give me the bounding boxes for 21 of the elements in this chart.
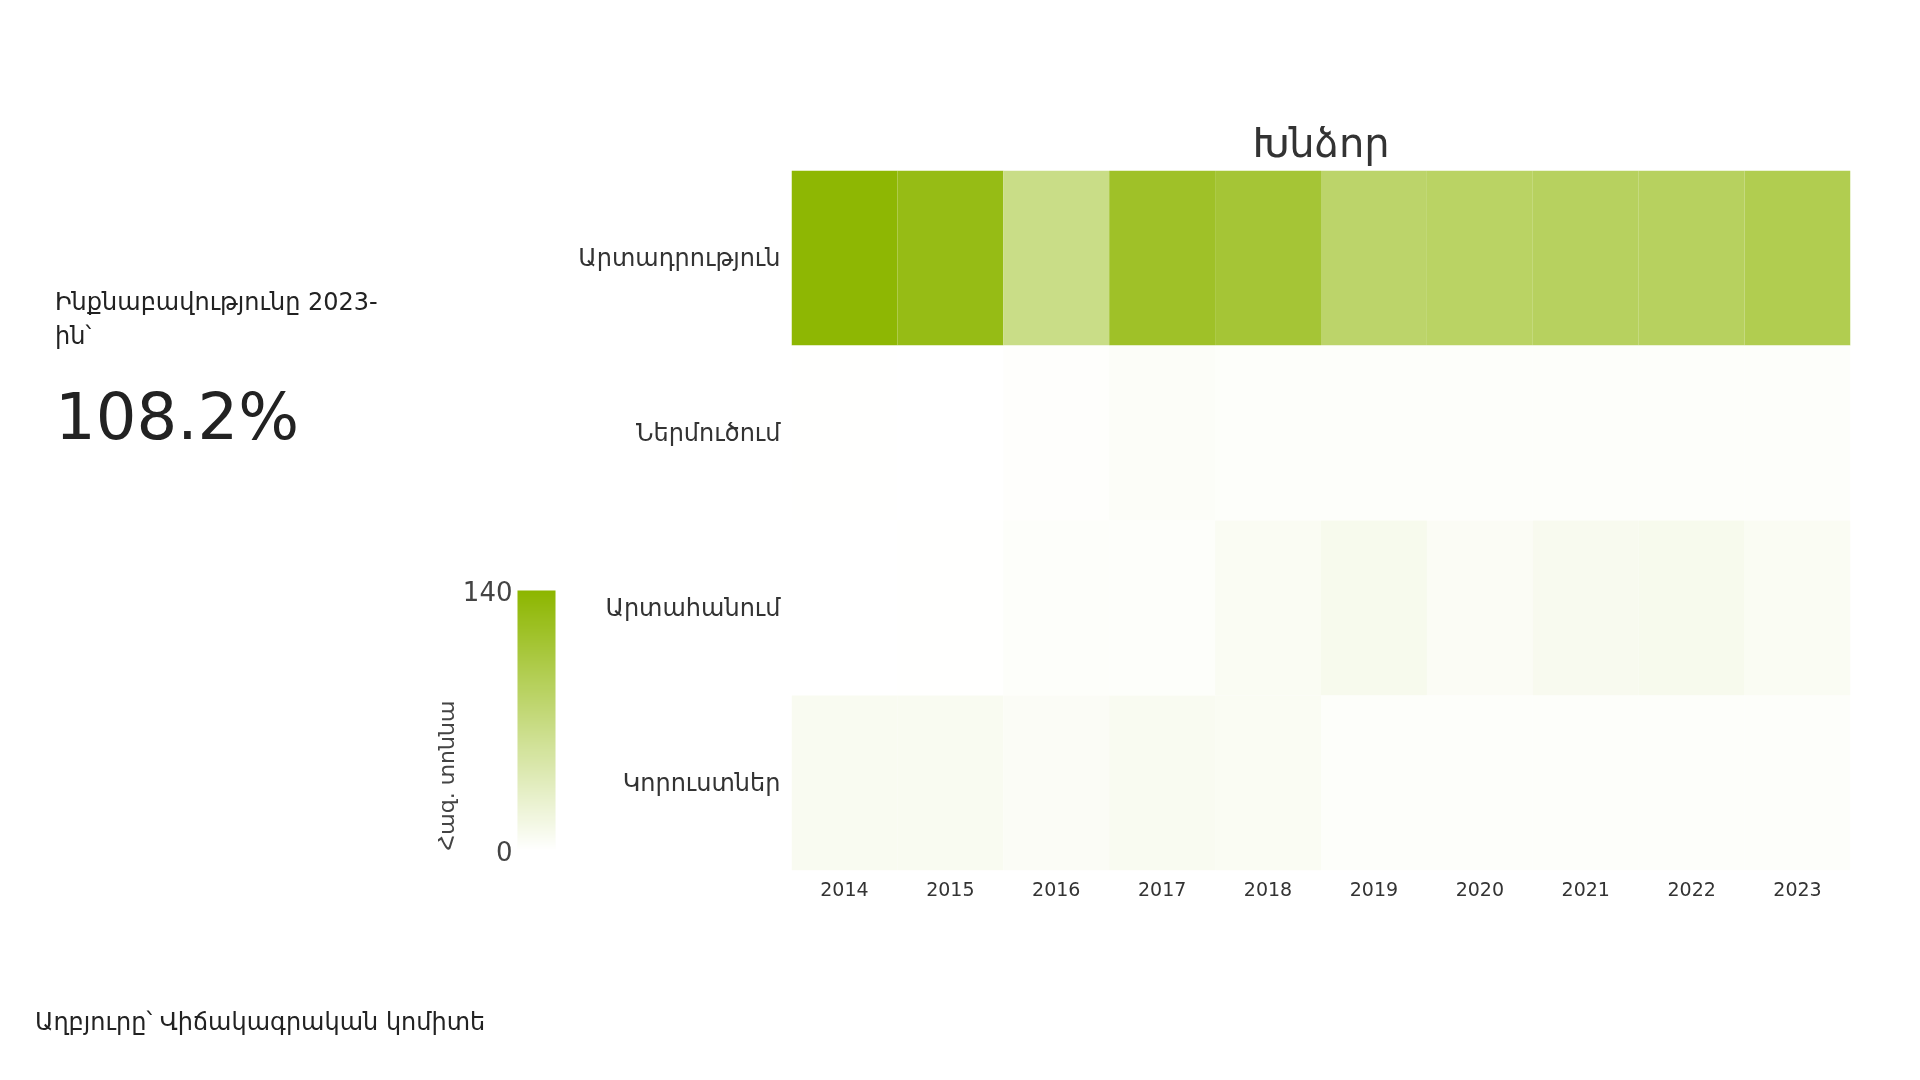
x-tick-label: 2020 — [1455, 877, 1505, 900]
x-tick-label: 2018 — [1243, 877, 1293, 900]
y-tick-label: Արտադրություն — [578, 244, 781, 272]
color-bar-title: Հազ. տոննա — [433, 700, 459, 851]
color-bar-label: 140 — [462, 576, 513, 607]
y-tick-label: Արտահանում — [605, 594, 782, 622]
x-tick-label: 2014 — [820, 877, 869, 900]
color-bar-label: 0 — [495, 836, 513, 867]
x-tick-label: 2022 — [1667, 877, 1716, 900]
chart-title: Խնձոր — [1252, 119, 1390, 166]
x-tick-label: 2021 — [1561, 877, 1610, 900]
x-tick-label: 2017 — [1137, 877, 1187, 900]
y-tick-label: Կորուստներ — [622, 769, 781, 797]
x-tick-label: 2019 — [1349, 877, 1399, 900]
text: 108.2% — [55, 378, 301, 456]
text: Ինքնաբավությունը 2023-ին՝ — [55, 287, 379, 353]
text: Աղբյուրը՝ Վիճակագրական կոմիտե — [35, 1007, 486, 1038]
x-tick-label: 2016 — [1032, 877, 1081, 900]
x-tick-label: 2023 — [1773, 877, 1822, 900]
y-tick-label: Ներմուծում — [635, 419, 782, 447]
x-tick-label: 2015 — [926, 877, 975, 900]
